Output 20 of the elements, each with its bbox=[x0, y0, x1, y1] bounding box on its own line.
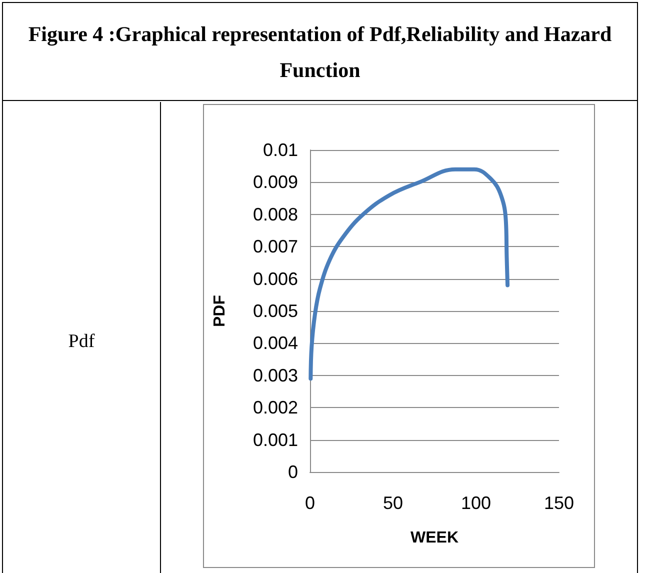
chart-title: Figure 4 :Graphical representation of Pdf,Reliability and Hazard Function bbox=[3, 3, 637, 101]
x-axis-title: WEEK bbox=[410, 530, 459, 546]
y-tick-label: 0.008 bbox=[252, 204, 298, 224]
x-tick-label: 50 bbox=[382, 493, 404, 513]
x-tick-label: 100 bbox=[460, 493, 492, 513]
y-tick-label: 0.001 bbox=[252, 430, 298, 450]
line-series bbox=[308, 167, 510, 381]
y-tick-label: 0.006 bbox=[252, 268, 298, 289]
y-axis-title: PDF bbox=[212, 294, 228, 327]
x-tick-label: 0 bbox=[304, 493, 316, 513]
y-tick-label: 0.009 bbox=[252, 172, 298, 192]
text: Pdf bbox=[3, 102, 161, 573]
y-tick-label: 0 bbox=[288, 462, 298, 482]
y-tick-label: 0.002 bbox=[252, 398, 298, 418]
y-tick-label: 0.004 bbox=[252, 333, 298, 354]
y-tick-label: 0.003 bbox=[252, 365, 298, 386]
y-tick-label: 0.005 bbox=[252, 301, 298, 321]
y-tick-label: 0.01 bbox=[262, 140, 298, 160]
x-tick-label: 150 bbox=[544, 493, 574, 513]
y-tick-label: 0.007 bbox=[252, 236, 298, 257]
